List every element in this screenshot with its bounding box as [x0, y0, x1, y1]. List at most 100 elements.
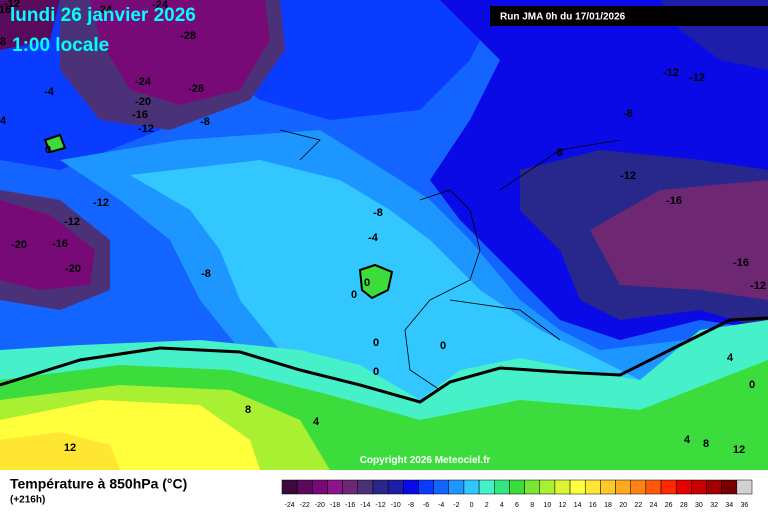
isotherm-label: -12: [750, 280, 766, 292]
iceland-contour: [43, 133, 67, 154]
isotherm-label: -24: [152, 0, 169, 11]
isotherm-label: 16: [0, 4, 11, 16]
colorbar-swatch: [736, 479, 753, 495]
colorbar-label: 10: [543, 502, 551, 509]
colorbar-swatch: [721, 479, 738, 495]
colorbar-label: -2: [453, 502, 459, 509]
isotherm-label: 8: [245, 404, 251, 416]
zero-contour: [0, 316, 768, 404]
colorbar-swatch: [448, 479, 465, 495]
isotherm-label: 0: [373, 366, 379, 378]
run-info: Run JMA 0h du 17/01/2026: [500, 12, 626, 23]
colorbar-label: -18: [330, 502, 340, 509]
colorbar-swatch: [312, 479, 328, 495]
colorbar-label: -20: [315, 502, 325, 509]
isotherm-label: -8: [201, 268, 211, 280]
colorbar-label: 28: [680, 502, 688, 509]
colorbar-label: 34: [725, 502, 733, 509]
colorbar-label: 24: [650, 502, 658, 509]
isotherm-label: -16: [666, 195, 682, 207]
isotherm-label: -12: [4, 0, 20, 10]
variable-title: Température à 850hPa (°C): [10, 476, 187, 492]
colorbar-swatch: [463, 479, 480, 495]
colorbar-label: 32: [710, 502, 718, 509]
isotherm-label: -16: [733, 257, 749, 269]
isotherm-label: -16: [132, 109, 148, 121]
colorbar-label: 18: [604, 502, 612, 509]
colorbar-swatch: [584, 479, 601, 495]
colorbar-swatch: [357, 479, 374, 495]
colorbar-swatch: [675, 479, 692, 495]
isotherm-label: -8: [623, 108, 633, 120]
field-west-core: [0, 200, 95, 290]
colorbar-swatch: [691, 479, 707, 495]
colorbar-label: 4: [500, 502, 504, 509]
isotherm-label: -8: [200, 116, 210, 128]
isotherm-label: 0: [351, 289, 357, 301]
map-time: 1:00 locale: [12, 35, 109, 56]
colorbar-label: 8: [530, 502, 534, 509]
isotherm-label: -12: [663, 67, 679, 79]
colorbar-label: 22: [634, 502, 642, 509]
colorbar-label: 36: [741, 502, 749, 509]
colorbar-swatch: [372, 479, 389, 495]
colorbar-label: -12: [375, 502, 385, 509]
isotherm-label: 0: [45, 144, 51, 156]
isotherm-label: -12: [64, 216, 80, 228]
run-box: [490, 6, 768, 26]
isotherm-label: 0: [364, 277, 370, 289]
colorbar-swatch: [478, 479, 495, 495]
colorbar-swatch: [387, 479, 404, 495]
isotherm-label: -12: [620, 170, 636, 182]
colorbar-swatch: [296, 479, 313, 495]
isotherm-label: -24: [96, 4, 113, 16]
field-northwest: [0, 0, 60, 50]
isotherm-label: 4: [313, 416, 320, 428]
map-date: lundi 26 janvier 2026: [10, 5, 196, 26]
colorbar-label: -22: [300, 502, 310, 509]
colorbar-label: -14: [360, 502, 370, 509]
british-isles-contour: [358, 263, 394, 300]
colorbar-label: 20: [619, 502, 627, 509]
isotherm-label: -12: [689, 72, 705, 84]
colorbar-label: 6: [515, 502, 519, 509]
isotherm-label: -12: [93, 197, 109, 209]
isotherm-labels: -12 -24 -24-28816-24-28-4-20-16-12-840-12-…: [0, 0, 766, 456]
colorbar-swatch: [327, 479, 343, 495]
isotherm-label: -4: [44, 86, 55, 98]
colorbar-swatch: [281, 479, 298, 495]
colorbar-label: 14: [574, 502, 582, 509]
isotherm-label: 4: [0, 115, 7, 127]
field-core-east: [590, 180, 768, 300]
colorbar-swatch: [524, 479, 540, 495]
isotherm-label: -20: [11, 239, 27, 251]
colorbar-label: 2: [485, 502, 489, 509]
colorbar-label: 0: [470, 502, 474, 509]
isotherm-label: 4: [684, 434, 691, 446]
colorbar-swatch: [539, 479, 556, 495]
isotherm-label: 0: [749, 379, 755, 391]
colorbar-swatch: [509, 479, 525, 495]
isotherm-label: -12: [138, 123, 154, 135]
colorbar-swatch: [418, 479, 434, 495]
isotherm-label: -20: [65, 263, 81, 275]
colorbar-label: -24: [285, 502, 295, 509]
colorbar-label: 26: [665, 502, 673, 509]
isotherm-label: -4: [368, 232, 379, 244]
colorbar-swatch: [403, 479, 419, 495]
isotherm-label: 0: [440, 340, 446, 352]
isotherm-label: 0: [373, 337, 379, 349]
colorbar-swatch: [660, 479, 677, 495]
colorbar-label: -16: [345, 502, 355, 509]
colorbar-swatch: [342, 479, 359, 495]
colorbar-label: -8: [408, 502, 414, 509]
isotherm-label: -8: [373, 207, 383, 219]
isotherm-label: -20: [135, 96, 151, 108]
colorbar: -24 -22 -20 -18 -16 -14 -12 -10 -8 -6 -4 -2 0 2 4 6 8 10 1…: [281, 479, 753, 509]
isotherm-label: 8: [0, 36, 6, 48]
isotherm-label: 4: [727, 352, 734, 364]
lead-time: (+216h): [10, 495, 45, 506]
colorbar-swatch: [706, 479, 722, 495]
